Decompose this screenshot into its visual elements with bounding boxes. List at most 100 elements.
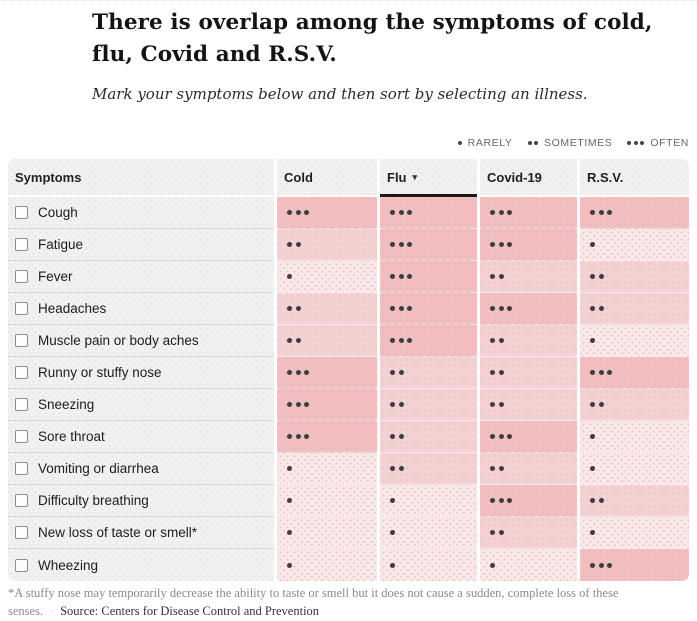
masthead: There is overlap among the symptoms of c…: [92, 7, 692, 103]
frequency-dot-icon: [598, 210, 604, 215]
frequency-dot-icon: [407, 210, 412, 215]
frequency-dot-icon: [398, 306, 404, 311]
frequency-dot-icon: [490, 562, 495, 568]
symptom-checkbox[interactable]: [15, 494, 28, 507]
frequency-dot-icon: [490, 306, 495, 311]
symptom-label: Sore throat: [38, 429, 105, 444]
source-credit: Source: Centers for Disease Control and …: [60, 603, 320, 618]
frequency-dot-icon: [287, 306, 292, 311]
symptom-checkbox[interactable]: [15, 398, 28, 411]
frequency-cell: [580, 357, 689, 389]
frequency-dot-icon: [490, 402, 495, 407]
frequency-dot-icon: [287, 562, 292, 568]
frequency-cell: [277, 229, 377, 261]
frequency-dot-icon: [390, 370, 395, 375]
frequency-dot-icon: [498, 274, 504, 279]
column-header-covid-19[interactable]: Covid-19: [480, 159, 577, 197]
table-header-row: Symptoms Cold Flu ▾ Covid-19 R.S.V.: [8, 159, 689, 197]
frequency-dot-icon: [490, 210, 495, 215]
frequency-dot-icon: [287, 370, 292, 375]
symptom-label: Fatigue: [38, 237, 84, 252]
frequency-cell: [277, 325, 377, 357]
frequency-dot-icon: [390, 210, 395, 215]
frequency-cell: [380, 357, 477, 389]
frequency-cell: [380, 197, 477, 229]
frequency-dot-icon: [398, 434, 404, 439]
symptom-checkbox[interactable]: [15, 462, 28, 475]
frequency-dot-icon: [304, 434, 309, 439]
frequency-dot-icon: [287, 498, 292, 503]
frequency-dot-icon: [498, 242, 504, 247]
frequency-cell: [480, 389, 577, 421]
legend-dots-icon: [457, 141, 462, 145]
frequency-dot-icon: [598, 306, 604, 311]
frequency-dot-icon: [287, 402, 292, 407]
frequency-cell: [580, 389, 689, 421]
frequency-dot-icon: [295, 434, 301, 439]
frequency-dot-icon: [498, 210, 504, 215]
frequency-dot-icon: [527, 141, 532, 145]
frequency-cell: [480, 549, 577, 581]
page-subtitle: Mark your symptoms below and then sort b…: [92, 85, 588, 104]
frequency-dot-icon: [390, 466, 395, 471]
table-row: New loss of taste or smell*: [8, 517, 689, 549]
symptom-label: Difficulty breathing: [38, 493, 149, 508]
frequency-dot-icon: [590, 210, 595, 215]
symptom-label: Fever: [38, 269, 73, 284]
symptom-checkbox[interactable]: [15, 270, 28, 283]
frequency-cell: [480, 453, 577, 485]
symptom-checkbox[interactable]: [15, 334, 28, 347]
symptom-checkbox[interactable]: [15, 366, 28, 379]
frequency-dot-icon: [498, 530, 504, 535]
symptom-checkbox[interactable]: [15, 302, 28, 315]
frequency-dot-icon: [390, 242, 395, 247]
frequency-cell: [380, 421, 477, 453]
column-header-cold[interactable]: Cold: [277, 159, 377, 197]
frequency-dot-icon: [598, 498, 604, 503]
frequency-cell: [277, 485, 377, 517]
frequency-dot-icon: [304, 402, 309, 407]
frequency-dot-icon: [498, 306, 504, 311]
symptom-checkbox[interactable]: [15, 238, 28, 251]
frequency-dot-icon: [398, 210, 404, 215]
frequency-dot-icon: [295, 370, 301, 375]
frequency-dot-icon: [407, 274, 412, 279]
frequency-cell: [380, 485, 477, 517]
frequency-dot-icon: [295, 242, 301, 247]
footnote-text: *A stuffy nose may temporarily decrease …: [8, 586, 619, 618]
frequency-dot-icon: [590, 306, 595, 311]
frequency-dot-icon: [287, 210, 292, 215]
column-header-r-s-v[interactable]: R.S.V.: [580, 159, 689, 197]
footnote: *A stuffy nose may temporarily decrease …: [8, 585, 696, 621]
symptom-checkbox[interactable]: [15, 526, 28, 539]
frequency-dot-icon: [398, 242, 404, 247]
frequency-dot-icon: [498, 370, 504, 375]
frequency-dot-icon: [507, 498, 512, 503]
table-row: Headaches: [8, 293, 689, 325]
column-header-label: Flu: [387, 169, 407, 185]
table-row: Runny or stuffy nose: [8, 357, 689, 389]
frequency-cell: [580, 549, 689, 581]
frequency-cell: [580, 453, 689, 485]
frequency-dot-icon: [490, 434, 495, 439]
column-header-symptoms: Symptoms: [8, 159, 274, 197]
frequency-cell: [380, 453, 477, 485]
symptom-checkbox[interactable]: [15, 206, 28, 219]
frequency-dot-icon: [507, 434, 512, 439]
sort-chevron-down-icon: ▾: [412, 171, 418, 182]
legend-item-sometimes: SOMETIMES: [527, 137, 613, 149]
frequency-cell: [277, 197, 377, 229]
frequency-cell: [380, 229, 477, 261]
frequency-cell: [480, 293, 577, 325]
frequency-dot-icon: [590, 498, 595, 503]
symptom-checkbox[interactable]: [15, 430, 28, 443]
symptom-checkbox[interactable]: [15, 558, 28, 572]
column-header-label: R.S.V.: [587, 169, 624, 185]
frequency-dot-icon: [304, 210, 309, 215]
column-header-flu[interactable]: Flu ▾: [380, 159, 477, 197]
frequency-dot-icon: [295, 338, 301, 343]
frequency-dot-icon: [390, 498, 395, 503]
frequency-dot-icon: [498, 434, 504, 439]
legend-dots-icon: [527, 141, 538, 145]
